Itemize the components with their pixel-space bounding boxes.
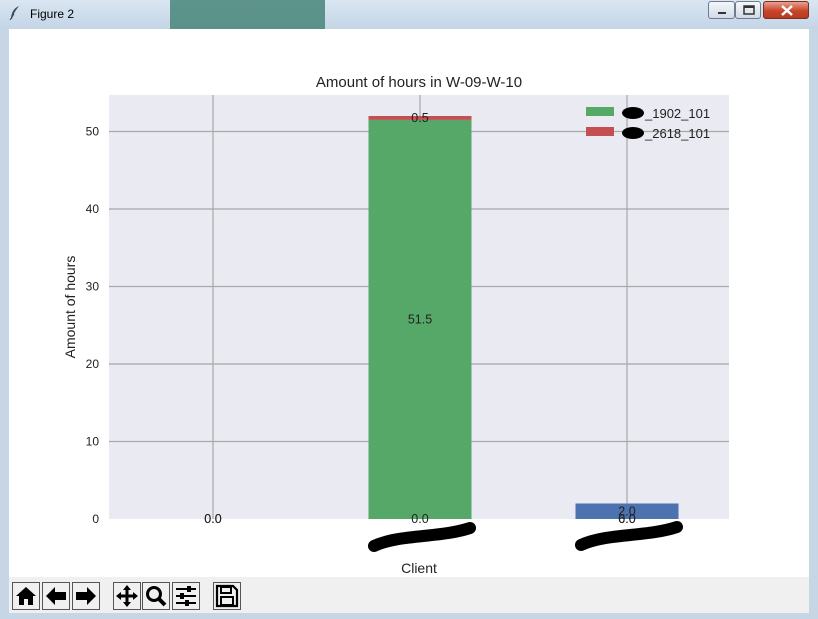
y-tick-label: 50: [86, 125, 100, 139]
pan-button[interactable]: [113, 582, 141, 610]
data-label: 0.0: [411, 512, 428, 526]
x-axis-label: Client: [401, 560, 437, 576]
data-label: 6.0: [618, 512, 635, 526]
home-button[interactable]: [12, 582, 40, 610]
legend-label: _1902_101: [644, 106, 710, 121]
data-label: 0.0: [204, 512, 221, 526]
bar-series-0-category-1: [368, 119, 472, 519]
legend-redaction-scribble: [622, 107, 644, 119]
redaction-scribble: [575, 521, 683, 551]
minimize-icon: [718, 12, 726, 14]
y-tick-label: 30: [86, 280, 100, 294]
home-icon: [16, 587, 36, 605]
legend-label: _2618_101: [644, 126, 710, 141]
y-tick-label: 10: [86, 435, 100, 449]
back-button[interactable]: [42, 582, 70, 610]
redaction-scribble: [368, 522, 476, 552]
bar-series-2-category-2: [575, 503, 679, 519]
back-arrow-icon: [46, 587, 66, 605]
navigation-toolbar: [9, 577, 809, 613]
window-title: Figure 2: [30, 7, 75, 21]
zoom-icon: [146, 586, 167, 607]
maximize-icon: [743, 5, 755, 15]
feather-app-icon: [9, 6, 19, 21]
chart-title: Amount of hours in W-09-W-10: [316, 74, 522, 91]
zoom-button[interactable]: [142, 582, 170, 610]
close-icon: [781, 5, 793, 16]
legend-redaction-scribble: [622, 127, 644, 139]
data-label: 0.5: [411, 111, 428, 125]
legend-swatch: [586, 127, 614, 136]
data-label: 2.0: [618, 504, 635, 518]
data-label: 0.0: [618, 512, 635, 526]
data-label: 0.0: [204, 512, 221, 526]
figure-canvas: 0 10 20 30 40 50 0.0 0.0 0.0 51.5 0.5 6.0 0.0 2.0 Amou…: [9, 29, 809, 613]
close-button[interactable]: [763, 1, 809, 19]
bar-series-1-category-1: [368, 116, 472, 120]
y-tick-label: 0: [92, 512, 99, 526]
title-bar[interactable]: Figure 2: [0, 0, 818, 29]
configure-subplots-button[interactable]: [172, 582, 200, 610]
y-axis-label: Amount of hours: [62, 256, 78, 359]
pan-icon: [116, 585, 138, 607]
maximize-button[interactable]: [735, 1, 761, 19]
y-tick-label: 40: [86, 202, 100, 216]
forward-button[interactable]: [72, 582, 100, 610]
titlebar-background-accent: [170, 0, 325, 29]
legend-swatch: [586, 107, 614, 116]
save-button[interactable]: [213, 582, 241, 610]
configure-subplots-icon: [176, 586, 196, 606]
forward-arrow-icon: [76, 587, 96, 605]
save-icon: [215, 584, 239, 608]
minimize-button[interactable]: [708, 1, 735, 19]
y-tick-label: 20: [86, 357, 100, 371]
data-label: 51.5: [408, 312, 432, 326]
